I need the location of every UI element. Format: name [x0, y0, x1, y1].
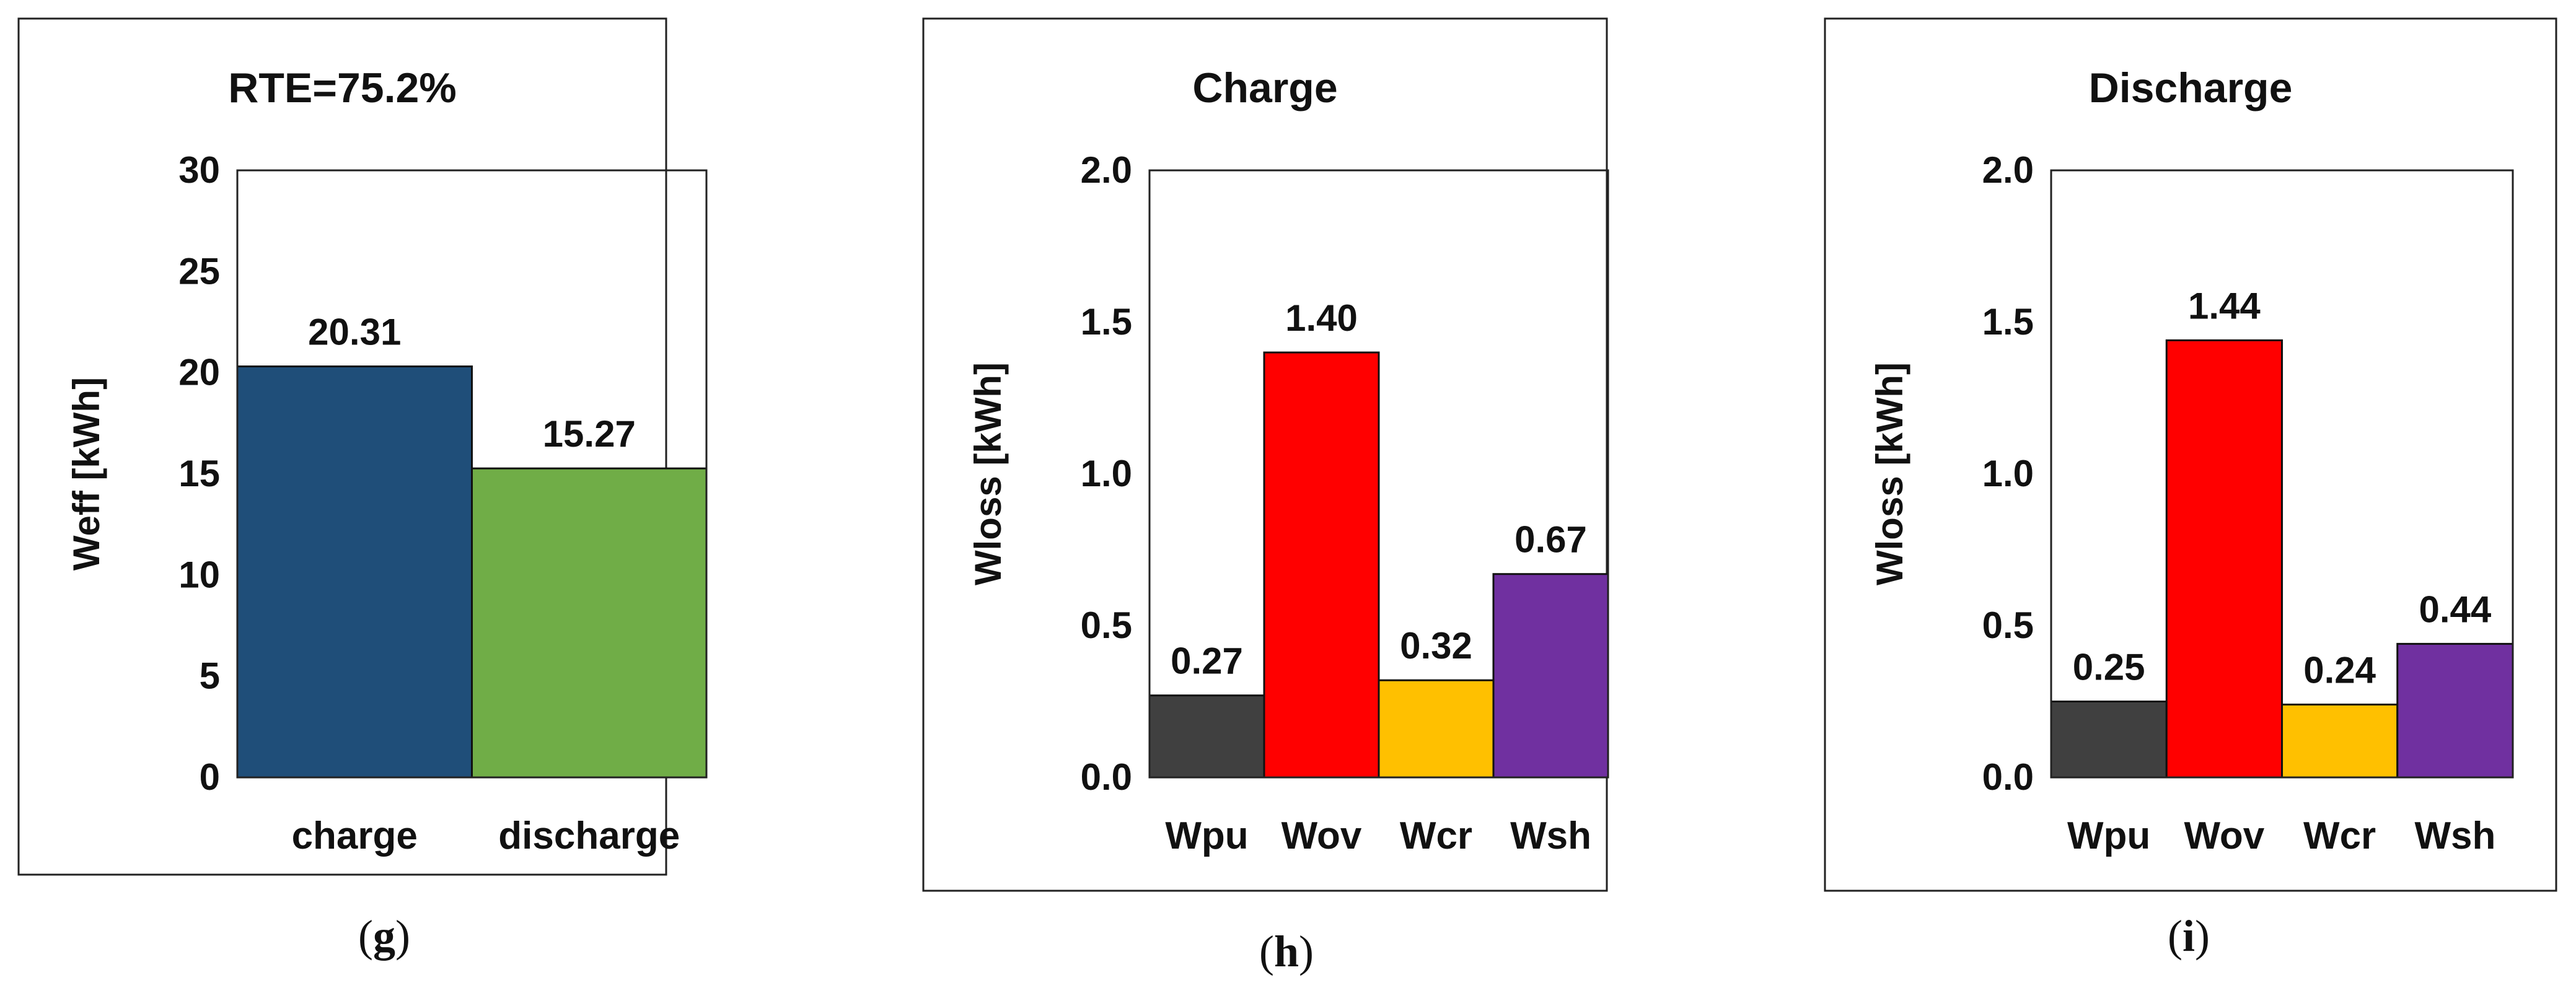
y-tick-label: 5: [200, 655, 220, 697]
bar-wsh: [1492, 573, 1609, 779]
caption-open-paren: (: [2168, 911, 2183, 961]
y-tick-label: 2.0: [1081, 149, 1132, 191]
chart-title: RTE=75.2%: [228, 64, 457, 111]
y-tick-label: 0.0: [1081, 756, 1132, 798]
y-tick-label: 1.5: [1982, 301, 2034, 343]
panel-caption: (i): [2168, 911, 2210, 961]
bar-wov: [2165, 339, 2283, 779]
bar-discharge: [471, 467, 708, 779]
y-axis-label: Wloss [kWh]: [1869, 362, 1910, 585]
y-tick-label: 15: [178, 453, 220, 494]
x-category-label: Wsh: [2414, 815, 2495, 857]
data-label: 0.44: [2419, 588, 2491, 630]
x-category-label: Wcr: [2303, 815, 2376, 857]
x-category-label: discharge: [498, 815, 680, 857]
y-tick-label: 1.0: [1982, 453, 2034, 494]
bar-wpu: [1148, 694, 1265, 779]
y-tick-label: 0.0: [1982, 756, 2034, 798]
caption-close-paren: ): [2195, 911, 2210, 961]
caption-close-paren: ): [395, 911, 410, 961]
caption-letter: g: [373, 911, 395, 961]
x-category-label: Wov: [2184, 815, 2264, 857]
y-tick-label: 10: [178, 554, 220, 595]
plot-area-border: [236, 169, 708, 779]
x-category-label: Wsh: [1510, 815, 1591, 857]
data-label: 0.25: [2073, 647, 2145, 688]
x-category-label: Wcr: [1400, 815, 1472, 857]
bar-wcr: [2281, 703, 2399, 779]
plot-area-border: [1148, 169, 1609, 779]
bar-wpu: [2050, 701, 2168, 779]
chart-title: Charge: [1192, 64, 1337, 111]
y-axis-label: Wloss [kWh]: [967, 362, 1009, 585]
caption-open-paren: (: [1259, 927, 1274, 976]
plot-area-border: [2050, 169, 2514, 779]
caption-letter: h: [1274, 927, 1299, 976]
data-label: 20.31: [308, 312, 401, 353]
data-label: 0.32: [1400, 625, 1472, 667]
x-category-label: Wpu: [1165, 815, 1248, 857]
y-tick-label: 0.5: [1081, 605, 1132, 646]
bar-charge: [236, 365, 473, 779]
bar-wov: [1263, 351, 1380, 779]
panel-caption: (h): [1259, 927, 1314, 976]
y-tick-label: 1.0: [1081, 453, 1132, 494]
caption-open-paren: (: [358, 911, 373, 961]
data-label: 0.24: [2303, 649, 2376, 691]
data-label: 1.40: [1285, 297, 1358, 339]
panel-caption: (g): [358, 911, 410, 961]
caption-letter: i: [2183, 911, 2195, 961]
chart-title: Discharge: [2089, 64, 2293, 111]
panel-i: Discharge Wloss [kWh] 0.0 0.5 1.0 1.5 2.0 0.25 W…: [1824, 17, 2557, 961]
data-label: 0.67: [1514, 519, 1587, 561]
bar-wsh: [2396, 642, 2514, 779]
data-label: 0.27: [1171, 640, 1243, 682]
panel-h: Charge Wloss [kWh] 0.0 0.5 1.0 1.5 2.0 0.27 Wpu 1…: [922, 17, 1609, 976]
bar-wcr: [1378, 679, 1495, 779]
caption-close-paren: ): [1299, 927, 1314, 976]
y-tick-label: 25: [178, 250, 220, 292]
data-label: 1.44: [2188, 285, 2261, 326]
y-tick-label: 0.5: [1982, 605, 2034, 646]
y-axis-label: Weff [kWh]: [66, 377, 107, 571]
y-tick-label: 20: [178, 352, 220, 393]
y-tick-label: 0: [200, 756, 220, 798]
panel-g: RTE=75.2% Weff [kWh] 0 5 10 15 20 25 30 20.31 char…: [17, 17, 708, 961]
y-tick-label: 2.0: [1982, 149, 2034, 191]
y-tick-label: 30: [178, 149, 220, 191]
x-category-label: Wov: [1281, 815, 1362, 857]
data-label: 15.27: [543, 413, 636, 455]
x-category-label: charge: [292, 815, 418, 857]
y-tick-label: 1.5: [1081, 301, 1132, 343]
x-category-label: Wpu: [2067, 815, 2150, 857]
